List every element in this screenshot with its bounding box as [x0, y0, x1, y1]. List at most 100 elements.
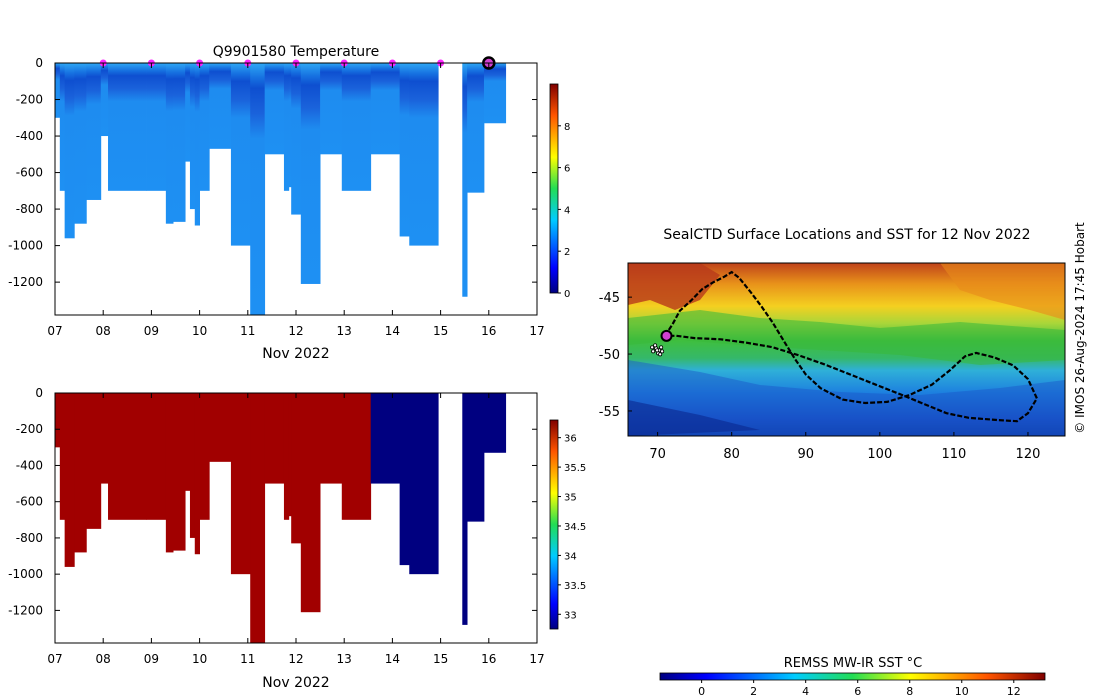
profile-bar: [100, 393, 109, 484]
colorbar-tick-label: 35.5: [564, 463, 586, 474]
profile-bar: [467, 63, 485, 193]
profile-bar: [409, 393, 439, 575]
profile-bar: [264, 63, 285, 155]
y-tick-label: -1000: [8, 567, 43, 581]
profile-bar: [399, 63, 410, 237]
profile-bar: [209, 393, 232, 462]
profile-bar: [462, 63, 468, 297]
x-tick-label: 16: [481, 652, 496, 666]
cluster-point: [658, 352, 663, 357]
y-tick-label: -55: [599, 405, 620, 420]
x-tick-label: 13: [337, 324, 352, 338]
colorbar-tick-label: 8: [564, 122, 570, 133]
x-tick-label: 17: [529, 652, 544, 666]
colorbar-tick-label: 2: [750, 685, 757, 698]
y-tick-label: 0: [35, 386, 43, 400]
profile-bar: [146, 393, 167, 520]
colorbar-tick-label: 0: [564, 289, 570, 300]
x-tick-label: 16: [481, 324, 496, 338]
temperature-panel: Q9901580 Temperature 0 -200 -400 -600 -800 -1…: [8, 44, 570, 362]
salinity-panel: 0 -200 -400 -600 -800 -1000 -1200 07 08 09 10 11 12…: [8, 386, 586, 691]
x-tick-label: 13: [337, 652, 352, 666]
colorbar-tick-label: 4: [564, 205, 570, 216]
cluster-point: [660, 349, 665, 354]
profile-bar: [100, 63, 109, 137]
colorbar-tick-label: 2: [564, 247, 570, 258]
x-tick-label: 10: [192, 652, 207, 666]
y-tick-label: -200: [16, 422, 43, 436]
x-tick-label: 14: [385, 324, 400, 338]
y-tick-label: -800: [16, 202, 43, 216]
colorbar-tick-label: 34.5: [564, 522, 586, 533]
y-tick-label: -200: [16, 93, 43, 107]
profile-cluster: [650, 343, 665, 357]
profile-bar: [409, 63, 439, 246]
x-tick-label: 70: [649, 447, 666, 462]
profile-bar: [300, 393, 321, 613]
profile-bar: [399, 393, 410, 566]
sst-colorbar-ticks: 0 2 4 6 8 10 12: [698, 680, 1021, 698]
colorbar-tick-label: 12: [1007, 685, 1021, 698]
profile-bar: [55, 393, 61, 448]
sst-map-panel: SealCTD Surface Locations and SST for 12…: [599, 227, 1066, 462]
y-tick-label: -800: [16, 531, 43, 545]
colorbar-tick-label: 34: [564, 551, 577, 562]
y-tick-label: -600: [16, 166, 43, 180]
profile-bar: [462, 393, 468, 625]
profile-bar: [173, 63, 186, 222]
salinity-y-ticks: 0 -200 -400 -600 -800 -1000 -1200: [8, 386, 537, 617]
cluster-point: [659, 345, 664, 350]
y-tick-label: -400: [16, 129, 43, 143]
sst-field: [628, 263, 1065, 436]
profile-bar: [483, 393, 507, 453]
temperature-colorbar-ticks: 0 2 4 6 8: [558, 122, 570, 300]
profile-bar: [199, 393, 210, 520]
map-x-ticks: 70 80 90 100 110 120: [649, 432, 1040, 462]
profile-bar: [64, 63, 75, 239]
x-tick-label: 09: [144, 652, 159, 666]
x-tick-label: 07: [47, 324, 62, 338]
profile-bar: [288, 393, 292, 517]
profile-bar: [467, 393, 485, 522]
profile-bar: [185, 63, 191, 162]
x-tick-label: 11: [240, 324, 255, 338]
colorbar-tick-label: 33: [564, 610, 577, 621]
profile-bar: [199, 63, 210, 191]
x-tick-label: 15: [433, 652, 448, 666]
salinity-profiles: [55, 393, 507, 643]
profile-bar: [250, 393, 266, 643]
x-tick-label: 110: [941, 447, 966, 462]
map-y-ticks: -45 -50 -55: [599, 291, 632, 420]
colorbar-tick-label: 33.5: [564, 581, 586, 592]
profile-bar: [264, 393, 285, 484]
imos-credit: © IMOS 26-Aug-2024 17:45 Hobart: [1073, 222, 1087, 434]
profile-bar: [59, 393, 66, 520]
salinity-colorbar-ticks: 33 33.5 34 34.5 35 35.5 36: [558, 434, 586, 621]
cluster-point: [651, 349, 656, 354]
salinity-colorbar: [549, 419, 559, 630]
colorbar-tick-label: 35: [564, 493, 577, 504]
y-tick-label: -1000: [8, 239, 43, 253]
latest-position-marker: [660, 329, 673, 342]
x-tick-label: 90: [797, 447, 814, 462]
x-tick-label: 09: [144, 324, 159, 338]
temperature-title: Q9901580 Temperature: [213, 44, 380, 60]
x-tick-label: 120: [1016, 447, 1041, 462]
colorbar-tick-label: 8: [906, 685, 913, 698]
profile-bar: [173, 393, 186, 551]
profile-bar: [341, 63, 372, 191]
temperature-profiles: [55, 63, 507, 315]
profile-bar: [165, 393, 174, 553]
profile-bar: [230, 393, 251, 575]
cluster-point: [650, 345, 655, 350]
y-tick-label: -400: [16, 458, 43, 472]
x-tick-label: 80: [723, 447, 740, 462]
y-tick-label: -50: [599, 348, 620, 363]
profile-bar: [189, 393, 196, 538]
profile-bar: [230, 63, 251, 246]
sst-colorbar-group: REMSS MW-IR SST °C 0 2 4 6 8 10 12: [659, 656, 1046, 698]
temperature-y-ticks: 0 -200 -400 -600 -800 -1000 -1200: [8, 56, 537, 289]
profile-bar: [59, 63, 66, 191]
sst-colorbar: [659, 672, 1046, 681]
x-tick-label: 08: [96, 324, 111, 338]
